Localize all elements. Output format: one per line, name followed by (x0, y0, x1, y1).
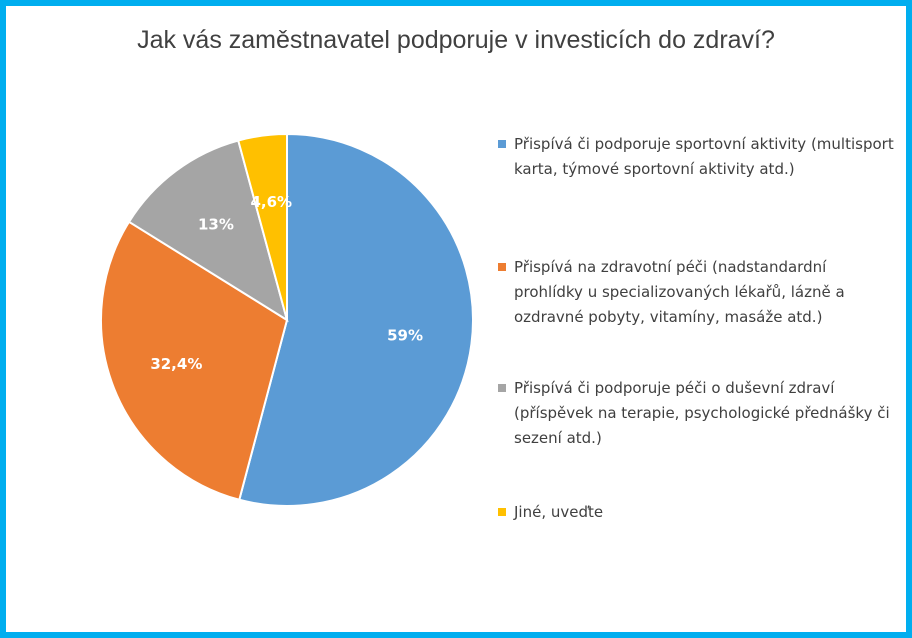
legend-swatch-sport (498, 140, 506, 148)
legend-swatch-other (498, 508, 506, 516)
legend-item-health-care: Přispívá na zdravotní péči (nadstandardn… (498, 255, 898, 330)
legend-item-mental-health: Přispívá či podporuje péči o duševní zdr… (498, 376, 898, 451)
legend-label-other: Jiné, uveďte (514, 503, 604, 521)
slice-label-mental-health: 13% (198, 216, 234, 234)
slice-label-health-care: 32,4% (150, 355, 202, 373)
slice-label-other: 4,6% (250, 193, 292, 211)
slice-sport (238, 132, 474, 507)
legend-item-other: Jiné, uveďte (498, 500, 898, 525)
chart-title: Jak vás zaměstnavatel podporuje v invest… (137, 26, 775, 54)
slice-mental-health (127, 139, 289, 323)
legend-label-sport: Přispívá či podporuje sportovní aktivity… (514, 135, 894, 178)
legend-item-sport: Přispívá či podporuje sportovní aktivity… (498, 132, 898, 182)
slice-other (237, 132, 288, 321)
slice-label-sport: 59% (387, 326, 423, 344)
legend-swatch-health-care (498, 263, 506, 271)
legend-swatch-mental-health (498, 384, 506, 392)
legend-label-mental-health: Přispívá či podporuje péči o duševní zdr… (514, 379, 890, 447)
legend-label-health-care: Přispívá na zdravotní péči (nadstandardn… (514, 258, 845, 326)
